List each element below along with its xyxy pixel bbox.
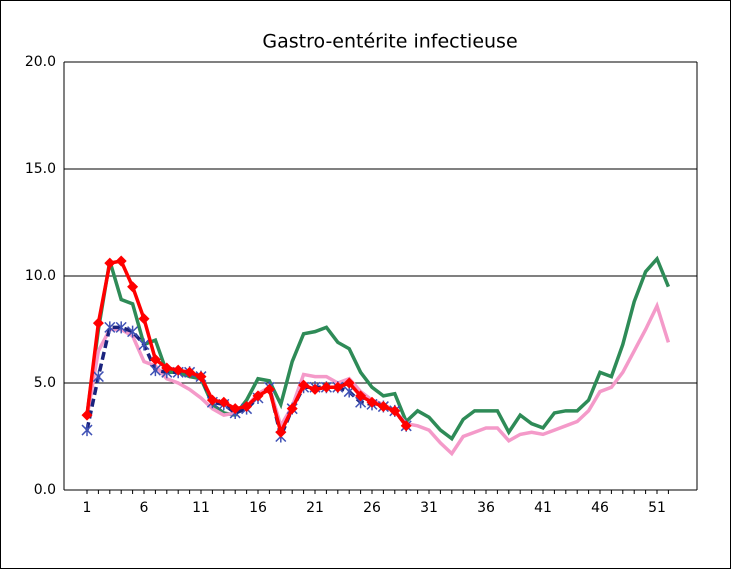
marker-diamond [355, 390, 367, 402]
marker-diamond [92, 317, 104, 329]
marker-star [149, 364, 161, 377]
marker-star [92, 370, 104, 383]
marker-diamond [343, 377, 355, 389]
marker-diamond [320, 381, 332, 393]
x-tick-label: 36 [477, 500, 495, 516]
marker-diamond [252, 390, 264, 402]
marker-diamond [115, 255, 127, 267]
marker-diamond [172, 364, 184, 376]
marker-diamond [149, 353, 161, 365]
x-tick-label: 31 [420, 500, 438, 516]
marker-diamond [377, 401, 389, 413]
x-tick-label: 41 [534, 500, 552, 516]
y-tick-label: 10.0 [25, 268, 56, 284]
marker-diamond [81, 409, 93, 421]
x-tick-label: 26 [363, 500, 381, 516]
x-tick-label: 51 [648, 500, 666, 516]
marker-diamond [400, 420, 412, 432]
x-tick-label: 1 [83, 500, 92, 516]
x-tick-label: 46 [591, 500, 609, 516]
y-tick-label: 15.0 [25, 161, 56, 177]
data-line [85, 255, 671, 442]
marker-diamond [161, 362, 173, 374]
marker-diamond [241, 401, 253, 413]
marker-diamond [286, 403, 298, 415]
marker-diamond [389, 405, 401, 417]
x-tick-label: 21 [306, 500, 324, 516]
marker-star [127, 325, 139, 338]
marker-diamond [195, 371, 207, 383]
marker-diamond [104, 257, 116, 269]
marker-star [115, 321, 127, 334]
x-tick-label: 11 [192, 500, 210, 516]
chart-title: Gastro-entérite infectieuse [262, 31, 517, 53]
marker-diamond [309, 383, 321, 395]
data-line [85, 301, 671, 457]
x-tick-label: 6 [140, 500, 149, 516]
marker-star [138, 338, 150, 351]
x-tick-label: 16 [249, 500, 267, 516]
marker-diamond [218, 396, 230, 408]
marker-diamond [332, 381, 344, 393]
marker-diamond [127, 281, 139, 293]
marker-diamond [275, 426, 287, 438]
y-tick-label: 0.0 [34, 482, 56, 498]
y-tick-label: 20.0 [25, 54, 56, 70]
marker-diamond [298, 379, 310, 391]
y-tick-label: 5.0 [34, 375, 56, 391]
marker-diamond [184, 366, 196, 378]
marker-diamond [366, 396, 378, 408]
marker-diamond [206, 394, 218, 406]
marker-diamond [229, 403, 241, 415]
marker-star [104, 321, 116, 334]
marker-diamond [263, 383, 275, 395]
marker-star [81, 424, 93, 437]
marker-diamond [138, 313, 150, 325]
